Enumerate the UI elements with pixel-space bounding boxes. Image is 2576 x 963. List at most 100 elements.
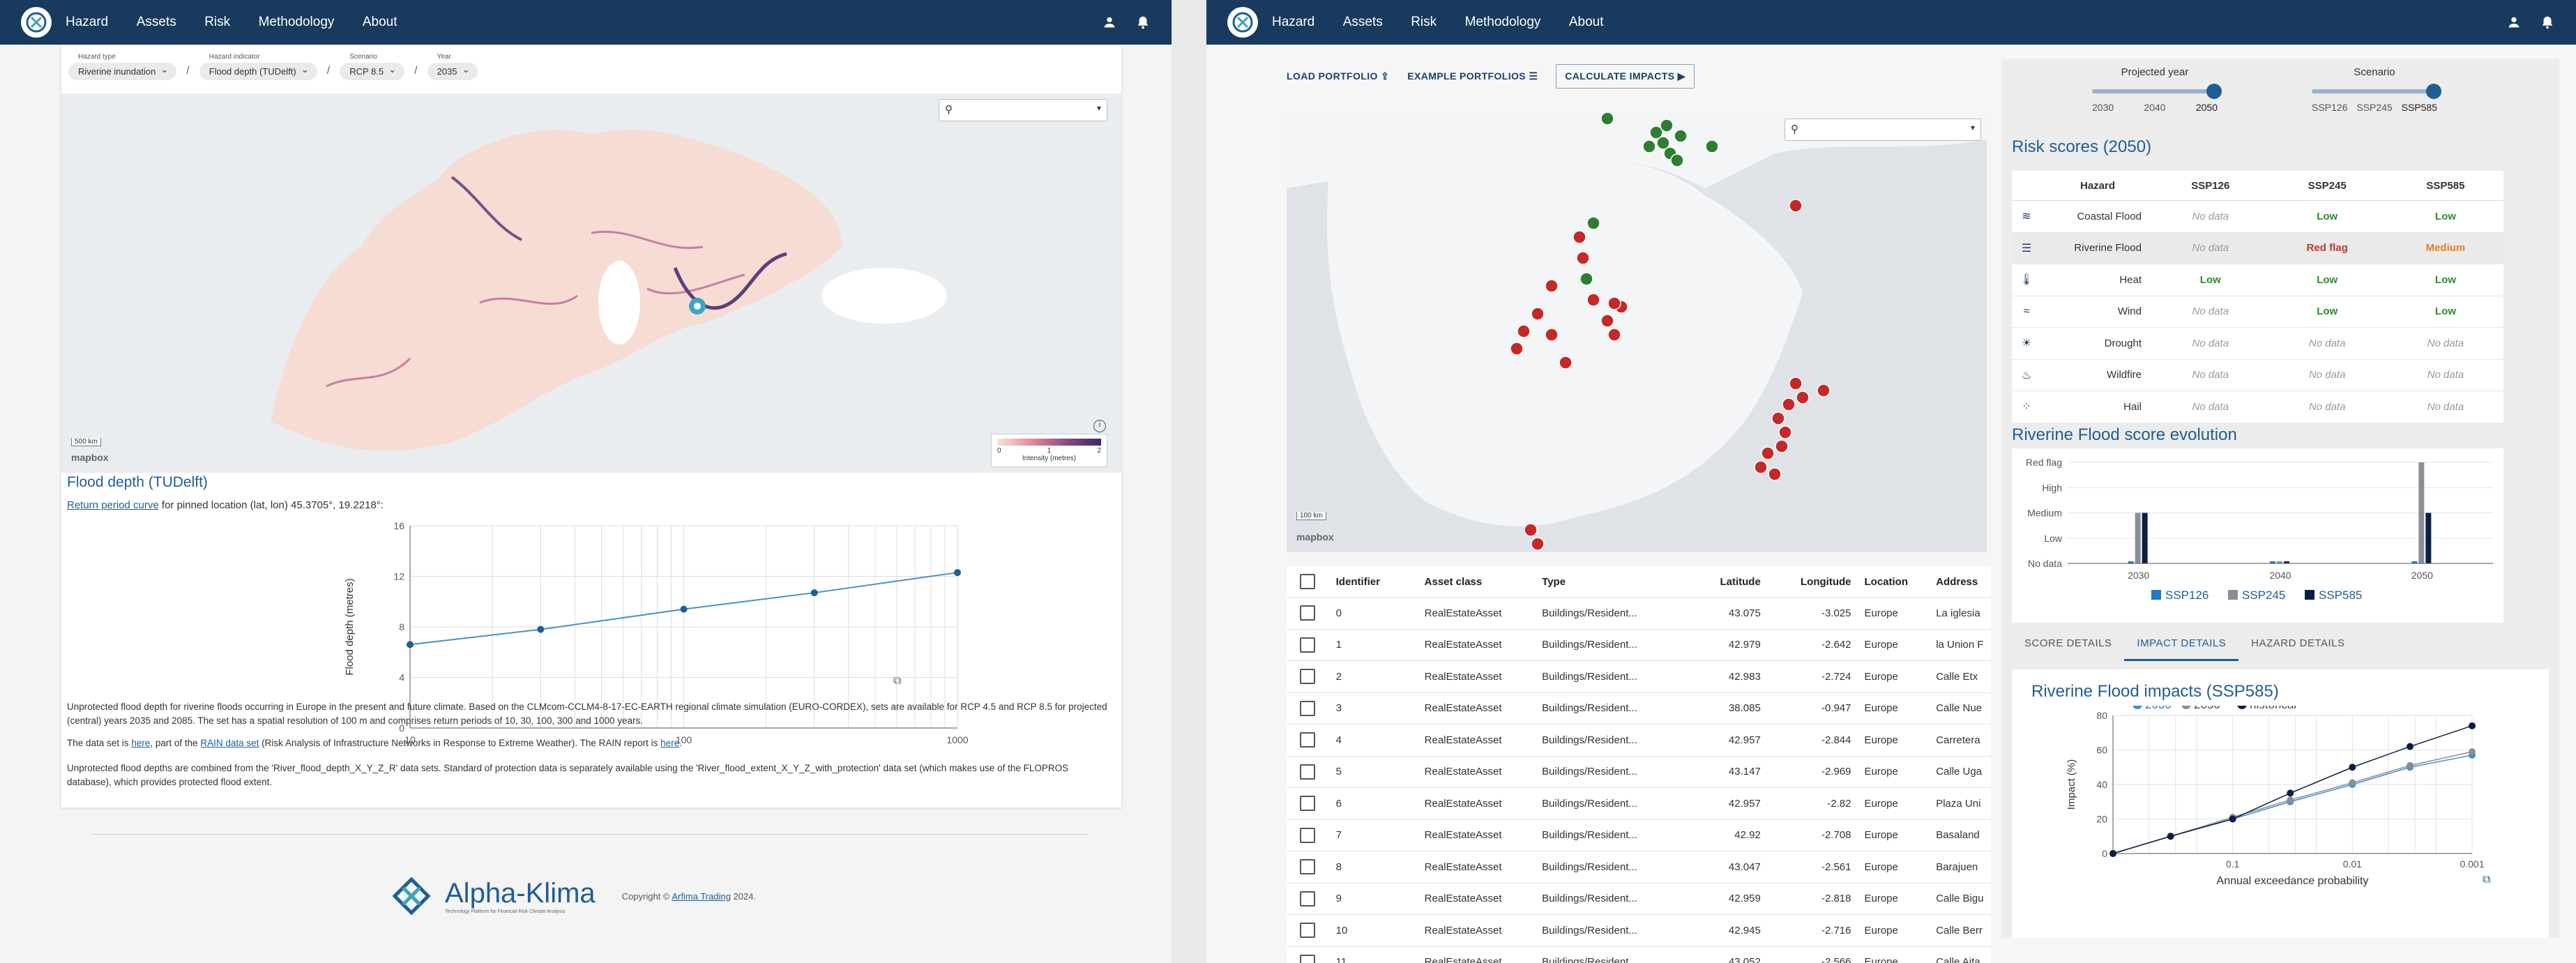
column-header[interactable]: Location bbox=[1863, 566, 1936, 598]
impact-point[interactable] bbox=[2469, 722, 2476, 729]
dataset-link[interactable]: here bbox=[131, 738, 151, 748]
scenario-slider-knob[interactable] bbox=[2426, 84, 2441, 99]
nav-risk[interactable]: Risk bbox=[1411, 15, 1437, 29]
asset-marker-high[interactable] bbox=[1607, 296, 1621, 310]
nav-hazard[interactable]: Hazard bbox=[66, 15, 109, 29]
asset-marker-low[interactable] bbox=[1670, 153, 1684, 167]
asset-marker-high[interactable] bbox=[1531, 537, 1545, 551]
row-checkbox[interactable] bbox=[1300, 954, 1315, 963]
asset-marker-low[interactable] bbox=[1660, 119, 1674, 132]
nav-assets[interactable]: Assets bbox=[1342, 15, 1383, 29]
scenario-tick[interactable]: SSP126 bbox=[2312, 102, 2348, 113]
nav-methodology[interactable]: Methodology bbox=[1464, 15, 1541, 29]
hazard-map[interactable]: ⚲ ▾ 500 km mapbox 0 1 2 Intensity (metres)… bbox=[61, 93, 1121, 473]
info-icon[interactable]: i bbox=[1093, 420, 1106, 432]
impact-point[interactable] bbox=[2167, 833, 2174, 840]
risk-row[interactable]: ≈ Wind No data Low Low bbox=[2012, 295, 2503, 328]
column-header[interactable]: Identifier bbox=[1335, 566, 1424, 598]
nav-risk[interactable]: Risk bbox=[204, 15, 231, 29]
row-checkbox[interactable] bbox=[1300, 732, 1315, 748]
table-row[interactable]: 11 RealEstateAsset Buildings/Resident... 43… bbox=[1287, 946, 1991, 963]
year-tick[interactable]: 2030 bbox=[2092, 102, 2114, 113]
asset-marker-high[interactable] bbox=[1510, 342, 1524, 356]
copy-icon[interactable]: ⧉ bbox=[2483, 874, 2490, 886]
asset-marker-low[interactable] bbox=[1674, 129, 1688, 143]
impact-point[interactable] bbox=[2406, 761, 2414, 769]
year-select[interactable]: 2035 bbox=[427, 63, 478, 80]
evolution-bar[interactable] bbox=[2425, 513, 2432, 564]
risk-row[interactable]: ☀ Drought No data No data No data bbox=[2012, 327, 2503, 359]
nav-hazard[interactable]: Hazard bbox=[1272, 15, 1315, 29]
scenario-select[interactable]: RCP 8.5 bbox=[340, 63, 405, 80]
arfima-link[interactable]: Arfima Trading bbox=[672, 890, 731, 902]
asset-marker-high[interactable] bbox=[1545, 328, 1559, 342]
scenario-slider[interactable]: Scenario SSP126 SSP245 SSP585 bbox=[2312, 66, 2441, 113]
scenario-tick[interactable]: SSP245 bbox=[2356, 102, 2393, 113]
impact-point[interactable] bbox=[2287, 789, 2294, 797]
asset-marker-high[interactable] bbox=[1559, 356, 1573, 370]
asset-marker-low[interactable] bbox=[1586, 216, 1600, 230]
example-portfolios-button[interactable]: EXAMPLE PORTFOLIOS ☰ bbox=[1407, 70, 1538, 82]
asset-marker-high[interactable] bbox=[1768, 467, 1782, 481]
year-tick[interactable]: 2040 bbox=[2144, 102, 2166, 113]
table-row[interactable]: 10 RealEstateAsset Buildings/Resident... 42… bbox=[1287, 914, 1991, 946]
asset-marker-low[interactable] bbox=[1642, 139, 1656, 153]
nav-about[interactable]: About bbox=[362, 15, 397, 29]
row-checkbox[interactable] bbox=[1300, 669, 1315, 685]
tab-hazard-details[interactable]: HAZARD DETAILS bbox=[2251, 637, 2345, 649]
table-row[interactable]: 2 RealEstateAsset Buildings/Resident... 42.… bbox=[1287, 660, 1991, 692]
table-row[interactable]: 5 RealEstateAsset Buildings/Resident... 43.… bbox=[1287, 755, 1991, 788]
evolution-bar[interactable] bbox=[2418, 462, 2425, 563]
bell-icon[interactable] bbox=[1135, 15, 1151, 30]
row-checkbox[interactable] bbox=[1300, 605, 1315, 621]
column-header[interactable]: Address bbox=[1935, 566, 1991, 598]
data-point[interactable] bbox=[407, 641, 414, 649]
app-logo[interactable] bbox=[1227, 7, 1258, 38]
evolution-bar[interactable] bbox=[2284, 561, 2289, 563]
select-all-checkbox[interactable] bbox=[1300, 574, 1315, 589]
bell-icon[interactable] bbox=[2540, 15, 2555, 30]
hazard-type-select[interactable]: Riverine inundation bbox=[68, 63, 177, 80]
asset-marker-high[interactable] bbox=[1586, 293, 1600, 307]
calculate-impacts-button[interactable]: CALCULATE IMPACTS ▶ bbox=[1556, 64, 1695, 89]
table-row[interactable]: 4 RealEstateAsset Buildings/Resident... 42.… bbox=[1287, 724, 1991, 756]
scenario-slider-track[interactable] bbox=[2312, 84, 2441, 99]
impact-point[interactable] bbox=[2349, 779, 2356, 787]
impact-point[interactable] bbox=[2287, 796, 2294, 804]
asset-marker-high[interactable] bbox=[1545, 279, 1559, 293]
row-checkbox[interactable] bbox=[1300, 827, 1315, 843]
europe-map-canvas[interactable] bbox=[61, 93, 1121, 473]
column-header[interactable]: Longitude bbox=[1773, 566, 1864, 598]
asset-marker-low[interactable] bbox=[1656, 136, 1670, 150]
data-point[interactable] bbox=[954, 569, 961, 577]
evolution-bar[interactable] bbox=[2277, 561, 2282, 563]
asset-marker-high[interactable] bbox=[1796, 390, 1810, 404]
row-checkbox[interactable] bbox=[1300, 796, 1315, 812]
asset-marker-high[interactable] bbox=[1817, 384, 1831, 397]
map-search-input[interactable]: ⚲ ▾ bbox=[939, 99, 1107, 121]
hazard-indicator-select[interactable]: Flood depth (TUDelft) bbox=[199, 63, 317, 80]
column-header[interactable]: Type bbox=[1541, 566, 1685, 598]
asset-marker-high[interactable] bbox=[1775, 439, 1789, 453]
app-logo[interactable] bbox=[21, 7, 52, 38]
asset-marker-high[interactable] bbox=[1600, 314, 1614, 328]
asset-marker-high[interactable] bbox=[1771, 411, 1785, 425]
year-slider-track[interactable] bbox=[2092, 84, 2222, 99]
data-point[interactable] bbox=[537, 625, 545, 633]
row-checkbox[interactable] bbox=[1300, 764, 1315, 780]
rain-report-link[interactable]: here bbox=[660, 738, 680, 748]
table-row[interactable]: 0 RealEstateAsset Buildings/Resident... 43.… bbox=[1287, 597, 1991, 629]
risk-row[interactable]: ♨ Wildfire No data No data No data bbox=[2012, 358, 2503, 391]
row-checkbox[interactable] bbox=[1300, 890, 1315, 907]
user-icon[interactable] bbox=[1102, 15, 1117, 30]
table-row[interactable]: 3 RealEstateAsset Buildings/Resident... 38.… bbox=[1287, 692, 1991, 725]
table-row[interactable]: 6 RealEstateAsset Buildings/Resident... 42.… bbox=[1287, 787, 1991, 819]
risk-row[interactable]: ⁘ Hail No data No data No data bbox=[2012, 390, 2503, 423]
table-row[interactable]: 1 RealEstateAsset Buildings/Resident... 42.… bbox=[1287, 628, 1991, 661]
year-slider[interactable]: Projected year 2030 2040 2050 bbox=[2092, 66, 2222, 113]
asset-marker-low[interactable] bbox=[1649, 126, 1663, 139]
row-checkbox[interactable] bbox=[1300, 637, 1315, 653]
asset-marker-low[interactable] bbox=[1579, 272, 1593, 286]
return-period-link[interactable]: Return period curve bbox=[67, 499, 159, 511]
year-tick[interactable]: 2050 bbox=[2195, 102, 2218, 113]
